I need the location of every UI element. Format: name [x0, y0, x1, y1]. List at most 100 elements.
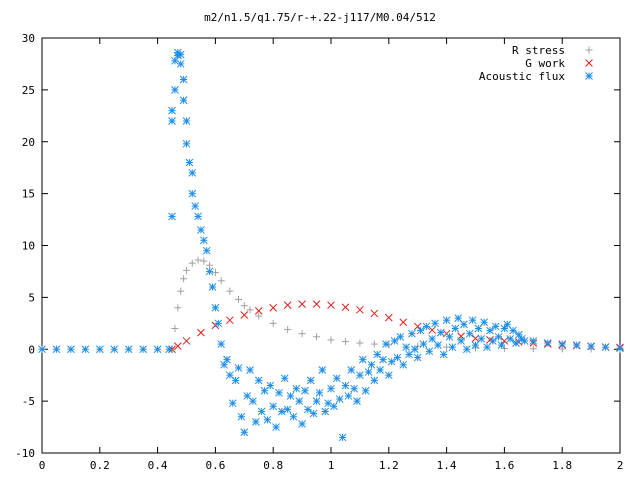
data-point — [226, 287, 234, 295]
data-point — [364, 368, 373, 376]
data-point — [286, 392, 295, 400]
data-point — [529, 345, 537, 353]
data-point — [255, 312, 263, 320]
data-point — [512, 339, 520, 347]
y-tick-label: 0 — [28, 343, 35, 356]
data-point — [52, 345, 61, 354]
y-tick-label: -5 — [22, 395, 35, 408]
data-point — [474, 324, 483, 333]
data-point — [306, 376, 315, 385]
data-point — [330, 402, 338, 411]
data-point — [266, 381, 275, 390]
data-point — [370, 309, 379, 318]
data-point — [529, 337, 538, 345]
data-point — [312, 397, 321, 405]
data-point — [185, 158, 194, 167]
data-point — [361, 386, 370, 395]
data-point — [465, 329, 474, 338]
data-point — [503, 320, 512, 329]
data-point — [601, 343, 610, 352]
y-tick-label: -10 — [15, 447, 35, 460]
data-point — [234, 364, 243, 372]
data-point — [313, 333, 321, 341]
x-tick-label: 0 — [39, 459, 46, 472]
legend-label: G work — [525, 57, 565, 70]
data-point — [327, 336, 335, 344]
data-point — [283, 301, 292, 310]
data-point — [356, 305, 364, 314]
legend-label: Acoustic flux — [479, 70, 565, 83]
series-1 — [168, 300, 624, 354]
data-point — [38, 345, 46, 354]
data-point — [182, 139, 191, 148]
data-point — [254, 376, 263, 385]
data-point — [179, 75, 188, 84]
data-point — [318, 366, 327, 374]
data-point — [419, 340, 428, 348]
data-point — [240, 311, 249, 319]
data-point — [471, 341, 480, 349]
data-point — [269, 303, 278, 312]
data-point — [180, 275, 188, 283]
y-tick-label: 20 — [22, 136, 35, 149]
data-point — [200, 257, 208, 265]
data-point — [220, 360, 228, 369]
data-point — [497, 341, 506, 349]
data-point — [387, 357, 396, 366]
data-point — [558, 340, 567, 348]
legend-marker — [585, 72, 593, 80]
data-point — [413, 322, 422, 331]
data-point — [173, 342, 182, 350]
data-point — [194, 256, 202, 264]
data-point — [500, 324, 509, 333]
data-point — [272, 423, 280, 431]
x-tick-label: 1.2 — [379, 459, 399, 472]
data-point — [263, 415, 272, 424]
data-point — [358, 355, 367, 364]
data-point — [344, 392, 353, 400]
data-point — [448, 343, 457, 352]
data-point — [393, 353, 402, 362]
data-point — [211, 303, 220, 312]
data-point — [202, 246, 211, 255]
data-point — [341, 337, 349, 345]
y-tick-label: 25 — [22, 84, 35, 97]
chart-title: m2/n1.5/q1.75/r-+.22-j117/M0.04/512 — [204, 11, 436, 24]
data-point — [168, 106, 176, 115]
data-point — [301, 386, 309, 395]
data-point — [514, 330, 523, 339]
data-point — [278, 407, 286, 416]
x-tick-label: 0.2 — [90, 459, 110, 472]
data-point — [177, 287, 185, 295]
data-point — [462, 345, 471, 354]
data-point — [206, 261, 214, 269]
data-point — [240, 428, 249, 437]
x-tick-label: 0.4 — [148, 459, 168, 472]
data-point — [399, 318, 408, 327]
data-point — [289, 412, 298, 421]
data-point — [298, 420, 306, 428]
data-point — [488, 337, 497, 345]
data-point — [494, 332, 503, 341]
y-tick-label: 10 — [22, 240, 35, 253]
data-point — [477, 335, 486, 343]
data-point — [572, 341, 581, 349]
series-0 — [168, 256, 624, 353]
data-point — [217, 340, 226, 348]
x-tick-label: 2 — [617, 459, 624, 472]
data-point — [338, 433, 347, 442]
data-point — [413, 353, 422, 362]
data-point — [176, 60, 185, 68]
data-point — [124, 345, 133, 354]
data-point — [434, 341, 442, 349]
data-point — [384, 371, 393, 380]
data-point — [182, 117, 191, 125]
data-point — [428, 335, 437, 343]
data-point — [439, 350, 448, 359]
data-point — [284, 326, 292, 334]
data-point — [445, 332, 454, 341]
data-point — [223, 355, 231, 364]
data-point — [275, 388, 283, 397]
data-point — [486, 336, 494, 344]
